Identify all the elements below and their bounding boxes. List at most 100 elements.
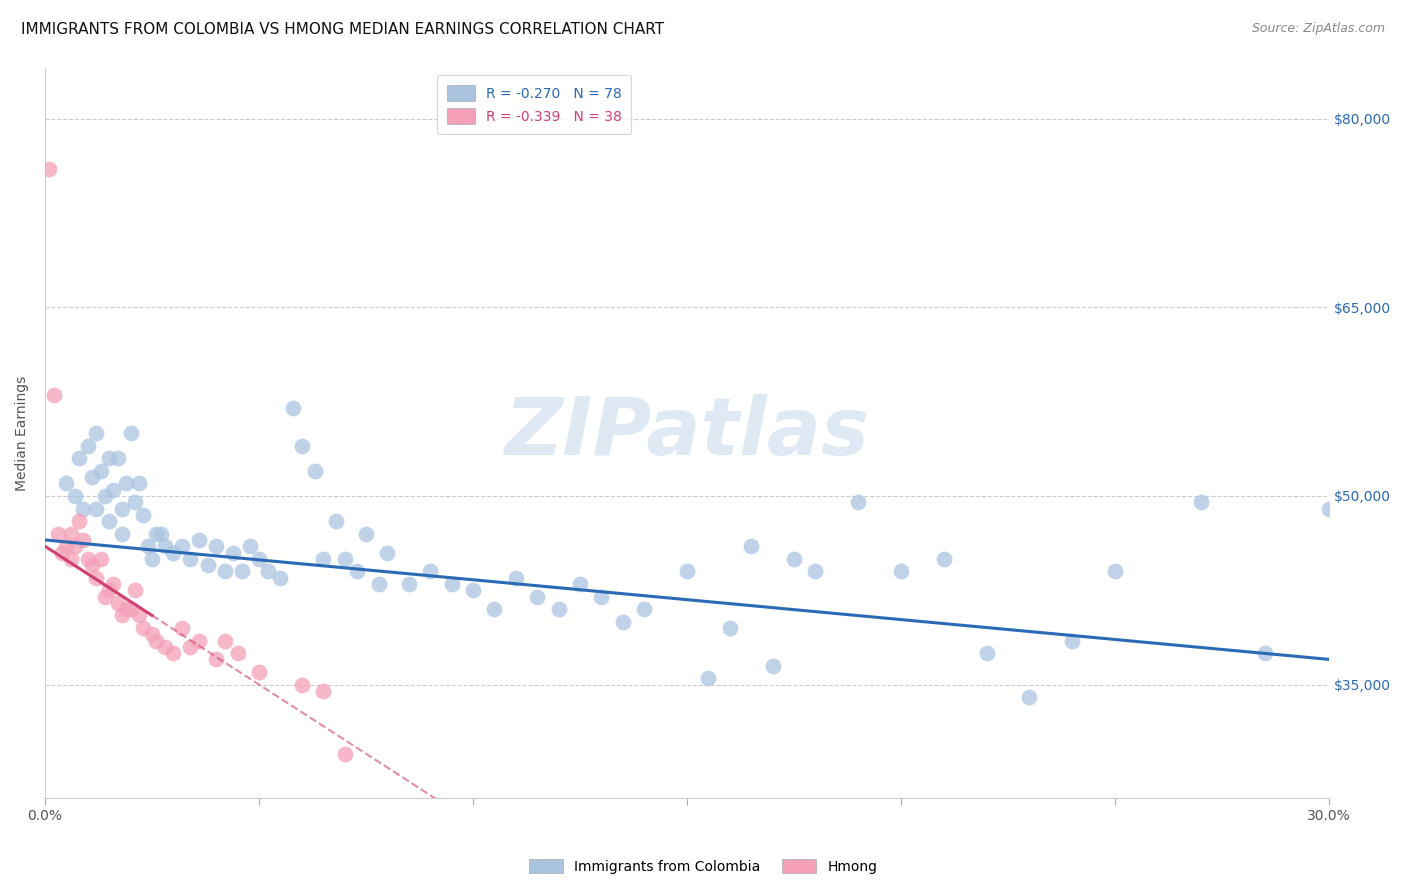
Point [547, 602, 569, 616]
Point [283, 401, 305, 415]
Point [63, 489, 86, 503]
Point [111, 526, 134, 541]
Point [145, 633, 167, 648]
Point [718, 621, 741, 635]
Point [188, 533, 211, 547]
Point [214, 633, 236, 648]
Point [120, 426, 142, 441]
Point [377, 545, 399, 559]
Point [205, 539, 228, 553]
Point [333, 551, 356, 566]
Text: Source: ZipAtlas.com: Source: ZipAtlas.com [1251, 22, 1385, 36]
Point [94, 590, 117, 604]
Point [67, 514, 90, 528]
Point [205, 652, 228, 666]
Point [170, 539, 193, 553]
Point [38, 162, 60, 177]
Point [80, 470, 103, 484]
Point [90, 551, 112, 566]
Point [141, 551, 163, 566]
Point [107, 596, 129, 610]
Point [55, 476, 77, 491]
Point [115, 476, 138, 491]
Point [72, 533, 94, 547]
Point [51, 545, 73, 559]
Point [398, 577, 420, 591]
Point [1062, 633, 1084, 648]
Point [179, 640, 201, 654]
Point [367, 577, 389, 591]
Point [94, 489, 117, 503]
Point [1104, 565, 1126, 579]
Point [59, 526, 82, 541]
Point [149, 526, 172, 541]
Point [115, 602, 138, 616]
Point [98, 514, 121, 528]
Point [214, 565, 236, 579]
Point [76, 439, 98, 453]
Point [153, 640, 176, 654]
Point [226, 646, 249, 660]
Point [222, 545, 245, 559]
Point [197, 558, 219, 573]
Point [304, 464, 326, 478]
Point [170, 621, 193, 635]
Y-axis label: Median Earnings: Median Earnings [15, 376, 30, 491]
Point [136, 539, 159, 553]
Point [1317, 501, 1340, 516]
Point [291, 677, 314, 691]
Point [98, 583, 121, 598]
Point [42, 388, 65, 402]
Point [103, 483, 125, 497]
Point [505, 571, 527, 585]
Point [312, 551, 335, 566]
Point [231, 565, 253, 579]
Point [128, 476, 150, 491]
Point [461, 583, 484, 598]
Point [440, 577, 463, 591]
Point [804, 565, 827, 579]
Point [1189, 495, 1212, 509]
Point [419, 565, 441, 579]
Point [162, 545, 184, 559]
Point [526, 590, 548, 604]
Point [111, 501, 134, 516]
Point [325, 514, 347, 528]
Point [98, 451, 121, 466]
Point [153, 539, 176, 553]
Point [132, 508, 155, 522]
Point [1254, 646, 1277, 660]
Point [145, 526, 167, 541]
Point [162, 646, 184, 660]
Point [141, 627, 163, 641]
Point [569, 577, 592, 591]
Point [932, 551, 955, 566]
Point [591, 590, 613, 604]
Point [354, 526, 377, 541]
Text: IMMIGRANTS FROM COLOMBIA VS HMONG MEDIAN EARNINGS CORRELATION CHART: IMMIGRANTS FROM COLOMBIA VS HMONG MEDIAN… [21, 22, 664, 37]
Point [633, 602, 655, 616]
Point [312, 683, 335, 698]
Point [761, 658, 783, 673]
Point [111, 608, 134, 623]
Point [86, 426, 108, 441]
Point [59, 551, 82, 566]
Point [612, 615, 634, 629]
Point [783, 551, 806, 566]
Legend: Immigrants from Colombia, Hmong: Immigrants from Colombia, Hmong [522, 852, 884, 880]
Point [291, 439, 314, 453]
Point [179, 551, 201, 566]
Point [484, 602, 506, 616]
Point [55, 539, 77, 553]
Point [80, 558, 103, 573]
Point [976, 646, 998, 660]
Point [103, 577, 125, 591]
Point [890, 565, 912, 579]
Point [86, 501, 108, 516]
Text: ZIPatlas: ZIPatlas [505, 394, 869, 472]
Point [188, 633, 211, 648]
Point [1018, 690, 1040, 705]
Point [247, 665, 270, 679]
Point [120, 602, 142, 616]
Point [256, 565, 278, 579]
